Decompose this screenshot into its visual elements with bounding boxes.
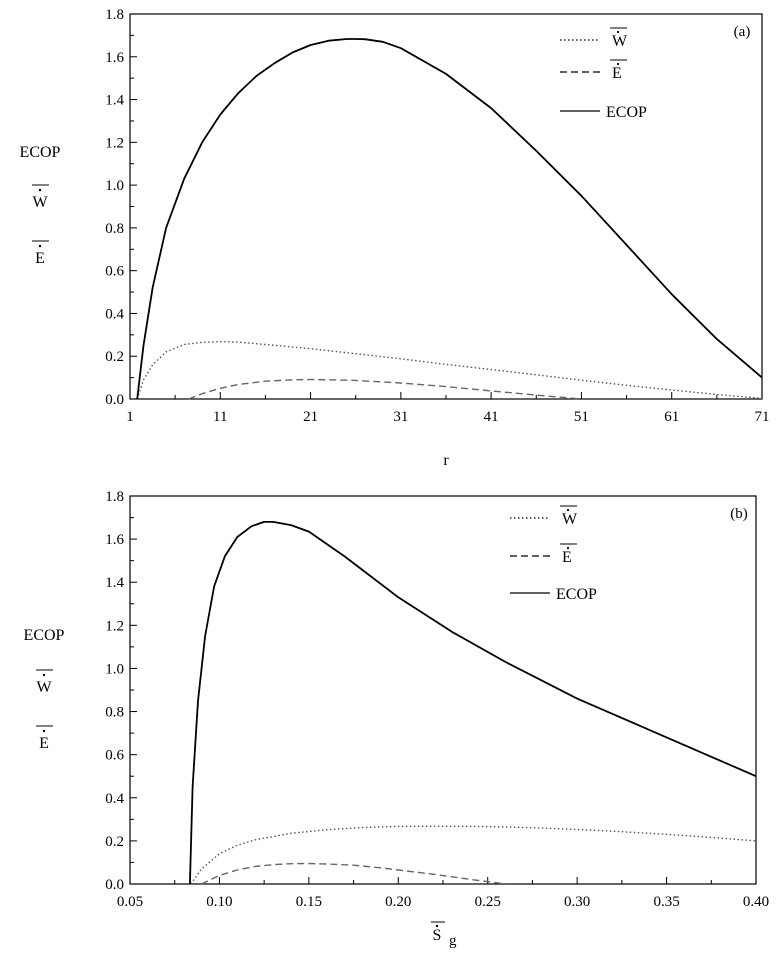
y-tick-label: 0.6 — [105, 264, 124, 280]
legend-label: E — [562, 549, 572, 566]
x-tick-label: 11 — [213, 409, 227, 425]
y-tick-label: 0.8 — [105, 221, 124, 237]
x-tick-label: 0.05 — [117, 894, 143, 910]
y-tick-label: 0.4 — [105, 306, 124, 322]
x-tick-label: 31 — [393, 409, 408, 425]
y-tick-label: 1.8 — [105, 7, 124, 23]
y-tick-label: 1.2 — [105, 135, 124, 151]
x-tick-label: 0.40 — [743, 894, 769, 910]
legend-dot — [616, 30, 620, 34]
y-tick-label: 1.6 — [105, 532, 124, 548]
y-tick-label: 0.0 — [105, 877, 124, 893]
x-tick-label: 51 — [574, 409, 589, 425]
y-tick-label: 0.2 — [105, 834, 124, 850]
legend-dot — [616, 62, 620, 66]
x-axis-label-subscript: g — [449, 933, 457, 949]
legend-label: ECOP — [606, 104, 647, 121]
y-axis-label: E — [35, 250, 45, 267]
legend-dot — [566, 546, 570, 550]
y-tick-label: 0.4 — [105, 791, 124, 807]
x-tick-label: 0.30 — [564, 894, 590, 910]
x-tick-label: 0.25 — [475, 894, 501, 910]
x-tick-label: 61 — [664, 409, 679, 425]
series-line-solid — [136, 38, 763, 400]
y-tick-label: 1.6 — [105, 50, 124, 66]
series-line-dotted — [136, 341, 763, 400]
y-label-dot — [38, 244, 42, 248]
x-tick-label: 21 — [303, 409, 318, 425]
y-tick-label: 0.0 — [105, 392, 124, 408]
x-tick-label: 1 — [126, 409, 134, 425]
y-tick-label: 1.0 — [105, 178, 124, 194]
y-axis-label: W — [32, 194, 48, 211]
panel-label: (b) — [730, 506, 748, 522]
y-tick-label: 1.4 — [105, 93, 124, 109]
legend-label: W — [562, 511, 578, 528]
y-tick-label: 1.4 — [105, 575, 124, 591]
y-axis-label: E — [39, 735, 49, 752]
legend-dot — [566, 508, 570, 512]
x-axis-label: r — [443, 452, 449, 469]
y-axis-label: ECOP — [20, 144, 61, 161]
legend-label: W — [612, 33, 628, 50]
series-line-solid — [189, 521, 757, 885]
legend-label: ECOP — [556, 586, 597, 603]
panel-a-plot: 0.00.20.40.60.81.01.21.41.61.81 11 21 31 41 5… — [20, 7, 770, 469]
y-axis-label: W — [36, 679, 52, 696]
x-axis-label: S — [433, 927, 442, 944]
x-tick-label: 41 — [484, 409, 499, 425]
y-tick-label: 1.8 — [105, 489, 124, 505]
x-tick-label: 0.20 — [385, 894, 411, 910]
y-label-dot — [38, 188, 42, 192]
y-tick-label: 1.2 — [105, 618, 124, 634]
y-axis-label: ECOP — [24, 627, 65, 644]
x-tick-label: 0.10 — [206, 894, 232, 910]
series-line-dotted — [190, 825, 757, 885]
y-tick-label: 0.8 — [105, 705, 124, 721]
y-tick-label: 1.0 — [105, 661, 124, 677]
y-label-dot — [42, 673, 46, 677]
x-tick-label: 0.35 — [653, 894, 679, 910]
x-tick-label: 71 — [755, 409, 770, 425]
series-line-dashed — [188, 378, 582, 400]
y-label-dot — [42, 729, 46, 733]
y-tick-label: 0.6 — [105, 748, 124, 764]
y-tick-label: 0.2 — [105, 349, 124, 365]
x-label-dot — [435, 924, 439, 928]
legend-label: E — [612, 65, 622, 82]
panel-label: (a) — [734, 24, 751, 40]
panel-b-plot: 0.0 0.2 0.4 0.6 0.8 1.0 1.2 1.4 1.6 1.8 0.05 0.10 0.… — [24, 489, 770, 949]
x-tick-label: 0.15 — [296, 894, 322, 910]
